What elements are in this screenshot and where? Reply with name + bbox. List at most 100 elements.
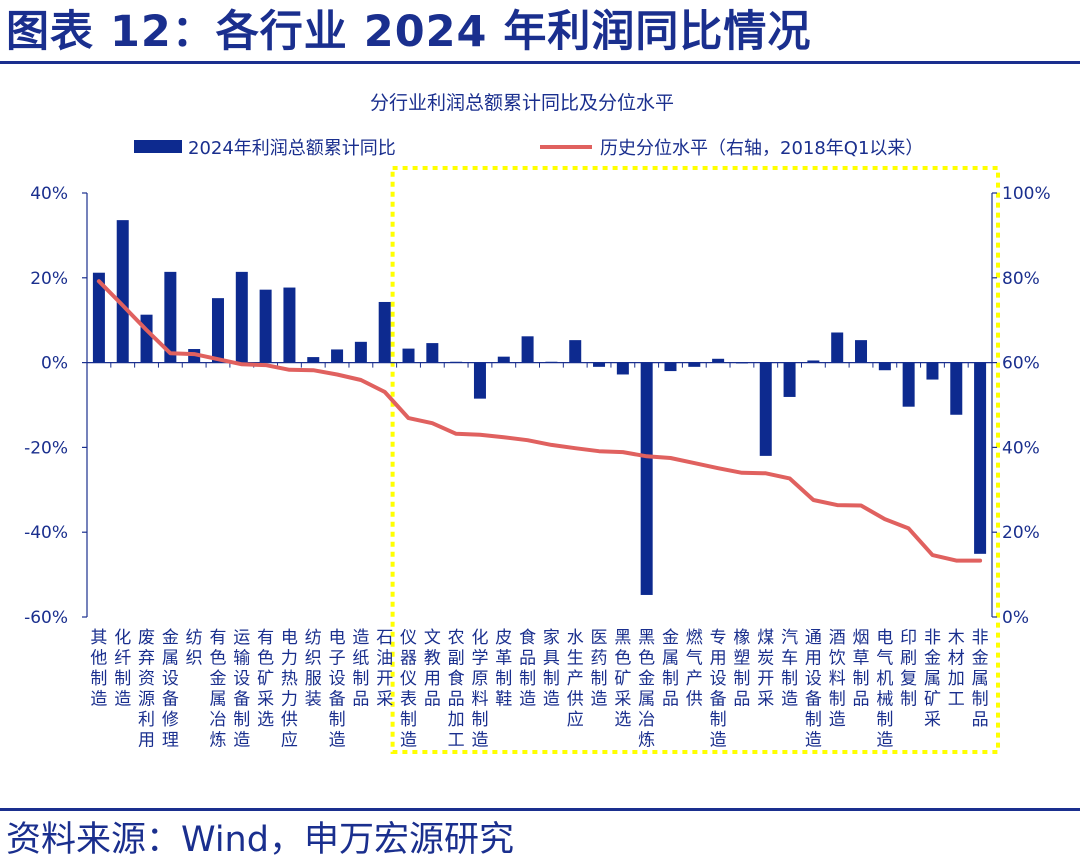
- category-label: 电气机械制造: [876, 628, 893, 751]
- percentile-point: [668, 456, 672, 460]
- y-right-tick-label: 60%: [1002, 354, 1040, 374]
- y-right-tick-label: 40%: [1002, 438, 1040, 458]
- category-label: 金属制品: [662, 628, 679, 710]
- percentile-point: [716, 466, 720, 470]
- bar: [902, 362, 915, 407]
- bar: [616, 362, 629, 375]
- y-left-tick-label: 20%: [30, 269, 68, 289]
- category-label: 金属设备修理: [162, 628, 179, 751]
- bar: [878, 362, 891, 371]
- bar: [855, 340, 868, 363]
- figure-title: 图表 12：各行业 2024 年利润同比情况: [6, 7, 812, 57]
- category-label: 仪器仪表制造: [400, 628, 417, 751]
- category-label: 文教用品: [424, 628, 441, 710]
- bar: [712, 358, 725, 363]
- highlight-box: [390, 166, 1000, 754]
- legend: 2024年利润总额累计同比 历史分位水平（右轴，2018年Q1以来）: [134, 138, 923, 159]
- bar: [783, 362, 796, 397]
- percentile-point: [930, 553, 934, 557]
- category-label: 电力热力供应: [281, 628, 298, 751]
- percentile-point: [454, 432, 458, 436]
- percentile-point: [240, 362, 244, 366]
- category-label: 有色金属冶炼: [209, 628, 226, 751]
- y-left-tick-label: -20%: [24, 438, 68, 458]
- category-label: 烟草制品: [853, 628, 870, 710]
- percentile-point: [597, 449, 601, 453]
- percentile-point: [145, 328, 149, 332]
- bar: [545, 361, 558, 363]
- category-label: 农副食品加工: [448, 628, 465, 751]
- percentile-point: [788, 476, 792, 480]
- bar: [235, 271, 248, 363]
- category-label: 家具制造: [543, 628, 560, 710]
- percentile-point: [383, 390, 387, 394]
- bar: [831, 332, 844, 363]
- percentile-point: [549, 443, 553, 447]
- category-label: 医药制造: [591, 628, 608, 710]
- y-left-tick-label: -40%: [24, 523, 68, 543]
- plot-area: 40% 20% 0% -20% -40% -60% 100% 80% 60% 40% 20% 0% 其他…: [24, 166, 1051, 754]
- bar: [140, 314, 153, 363]
- percentile-point: [740, 471, 744, 475]
- bar: [92, 272, 105, 363]
- bar: [974, 362, 987, 554]
- category-label: 燃气产供: [686, 628, 703, 710]
- bar: [473, 362, 486, 399]
- y-left-tick-label: 40%: [30, 184, 68, 204]
- title-rule: [0, 61, 1080, 64]
- bar: [497, 356, 510, 363]
- category-label: 纺织: [186, 628, 203, 669]
- percentile-point: [478, 433, 482, 437]
- bar: [164, 271, 177, 363]
- category-label: 化学原料制造: [471, 628, 488, 751]
- bar: [521, 336, 534, 363]
- percentile-point: [811, 498, 815, 502]
- bar: [307, 357, 320, 363]
- bar: [593, 362, 606, 367]
- y-right-tick-label: 100%: [1002, 184, 1051, 204]
- percentile-point: [645, 454, 649, 458]
- category-label: 石油开采: [376, 628, 393, 710]
- percentile-point: [692, 461, 696, 465]
- bar: [259, 289, 272, 363]
- legend-bar-label: 2024年利润总额累计同比: [188, 138, 396, 159]
- percentile-point: [335, 372, 339, 376]
- category-label: 橡塑制品: [733, 628, 750, 710]
- category-label: 印刷复制: [900, 628, 917, 710]
- footer-rule: [0, 808, 1080, 811]
- percentile-point: [526, 438, 530, 442]
- percentile-point: [907, 526, 911, 530]
- bar: [450, 361, 463, 363]
- percentile-point: [121, 303, 125, 307]
- percentile-point: [311, 368, 315, 372]
- bar: [807, 360, 820, 363]
- percentile-point: [764, 471, 768, 475]
- percentile-point: [835, 503, 839, 507]
- category-label: 木材加工: [948, 628, 965, 710]
- percentile-point: [883, 517, 887, 521]
- percentile-point: [264, 363, 268, 367]
- percentile-line: [96, 279, 983, 563]
- bar: [664, 362, 677, 372]
- category-label: 其他制造: [90, 628, 107, 710]
- y-left-tick-label: -60%: [24, 608, 68, 628]
- bar: [402, 348, 415, 363]
- bar: [735, 362, 748, 364]
- category-label: 电子设备制造: [329, 628, 346, 751]
- bar: [569, 340, 582, 363]
- category-label: 非金属矿采: [924, 628, 941, 730]
- category-label: 化纤制造: [114, 628, 131, 710]
- category-label: 水生产供应: [567, 628, 584, 730]
- category-label: 专用设备制造: [710, 628, 727, 751]
- percentile-point: [97, 279, 101, 283]
- percentile-point: [978, 559, 982, 563]
- y-left-tick-label: 0%: [41, 354, 68, 374]
- category-label: 有色矿采选: [257, 628, 274, 730]
- percentile-point: [359, 378, 363, 382]
- category-label: 煤炭开采: [757, 628, 774, 710]
- bar: [211, 298, 224, 363]
- category-label: 酒饮料制造: [829, 628, 846, 730]
- bar: [116, 220, 129, 363]
- category-label: 造纸制品: [352, 628, 369, 710]
- percentile-point: [430, 421, 434, 425]
